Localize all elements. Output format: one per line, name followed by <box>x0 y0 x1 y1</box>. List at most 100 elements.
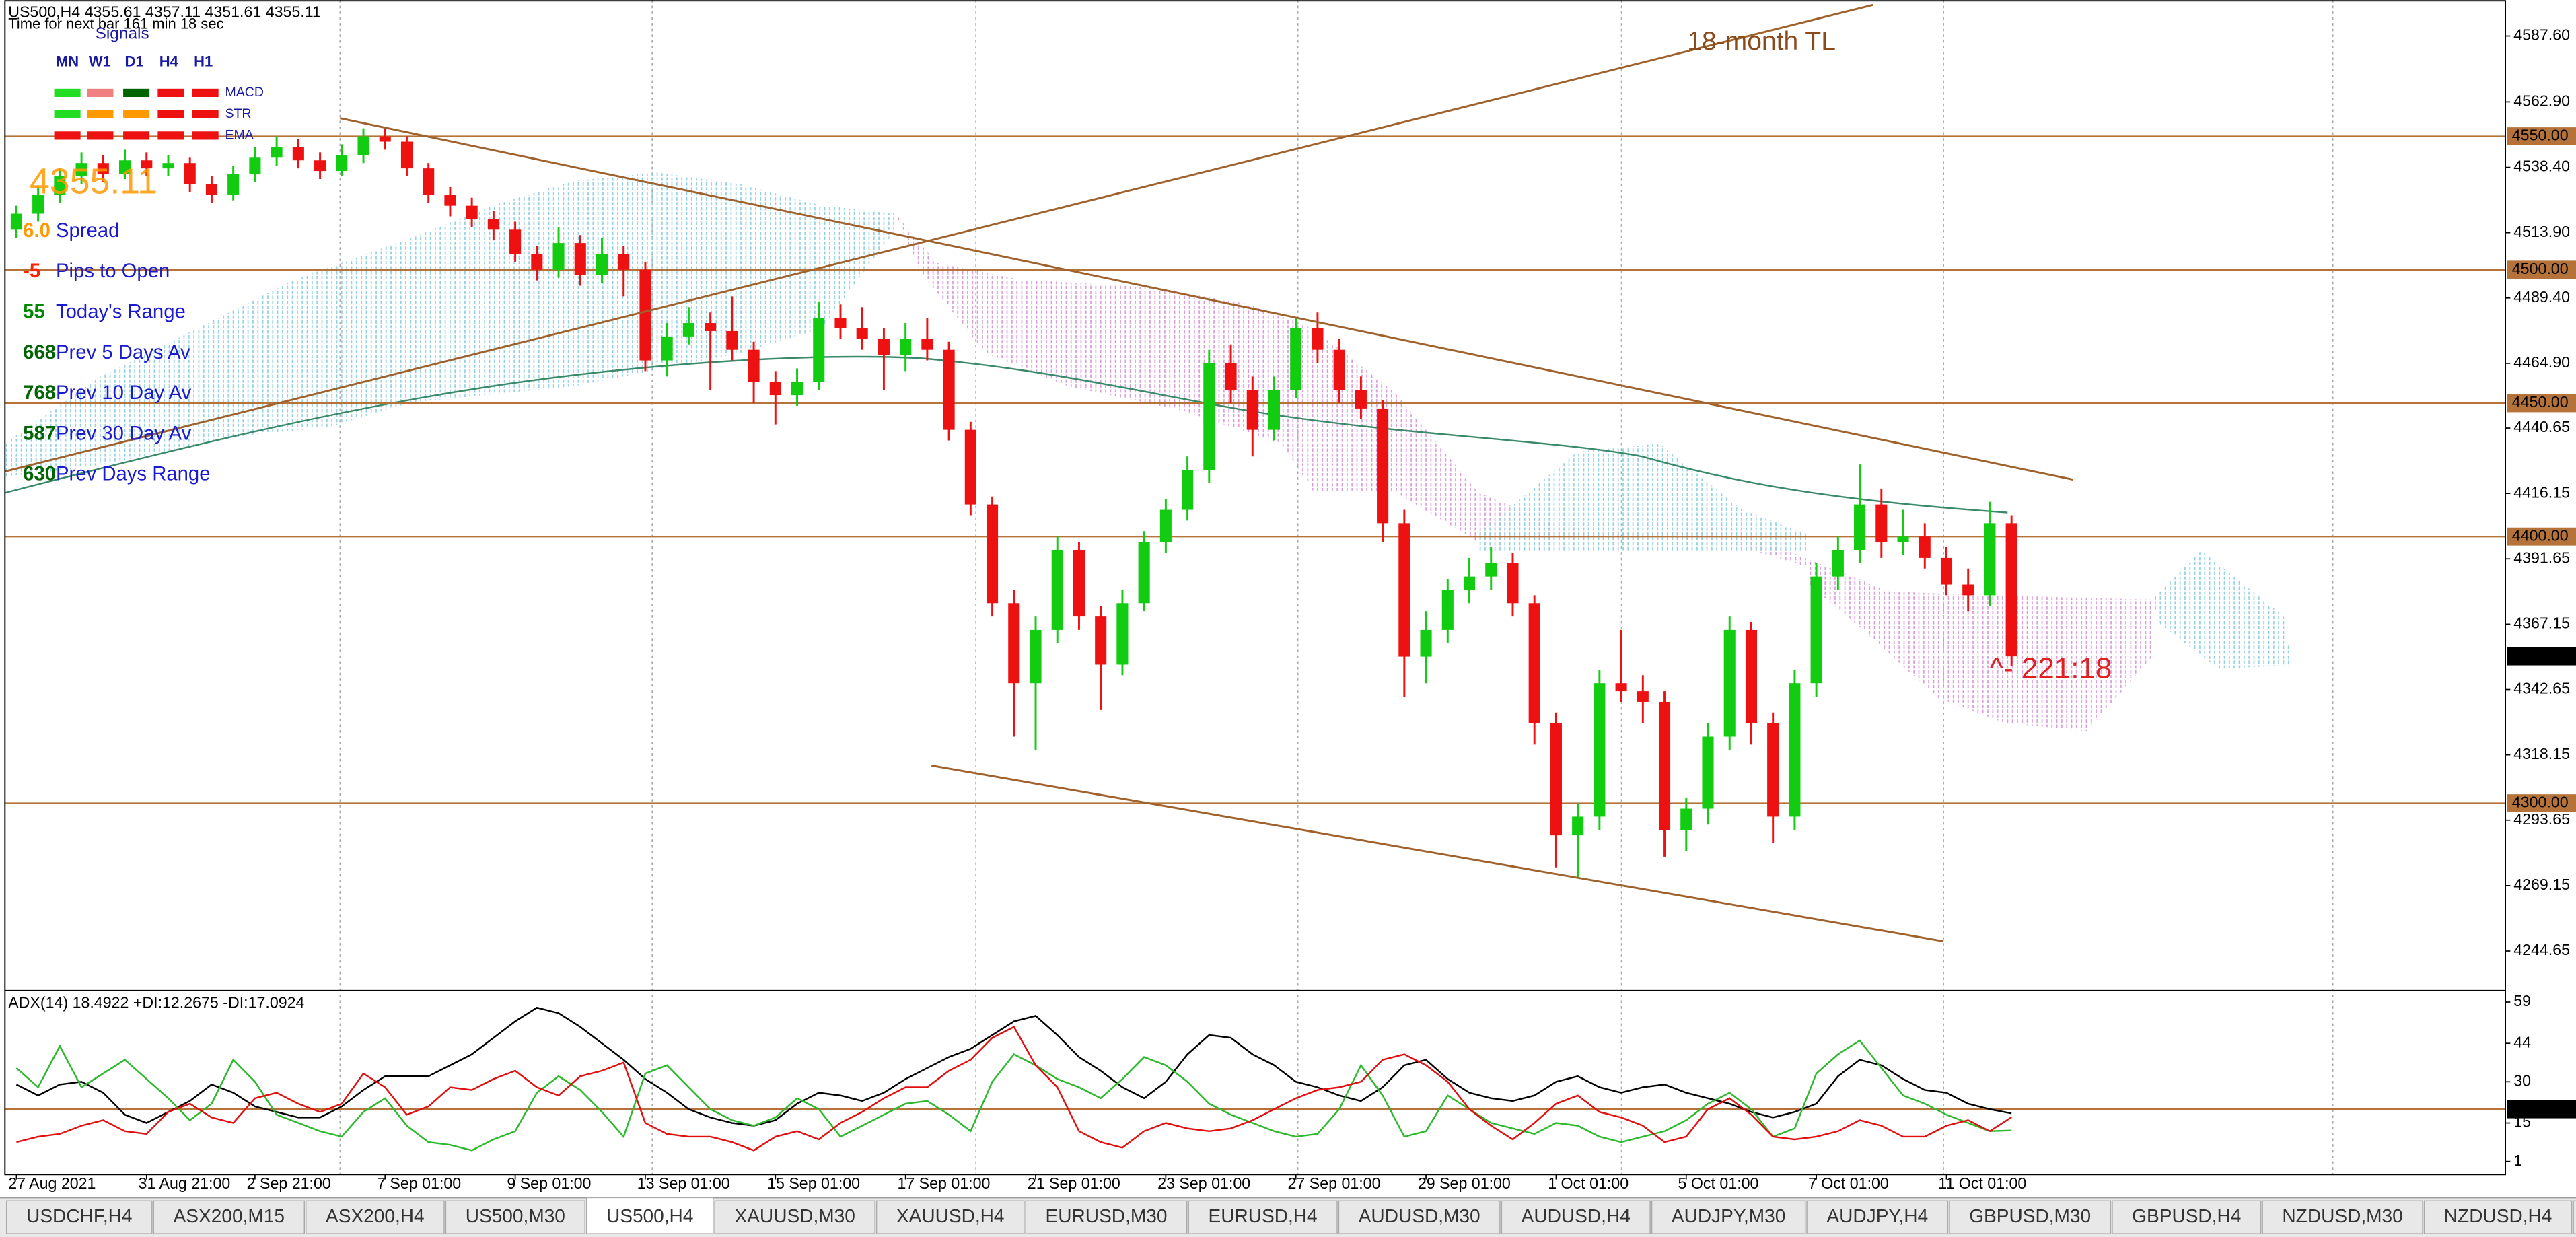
candle-body <box>54 176 66 195</box>
tab[interactable] <box>1806 1200 1949 1234</box>
tab-label[interactable]: NZDUSD,H4 <box>2444 1205 2552 1226</box>
tab[interactable] <box>875 1200 1025 1234</box>
info-value: 768 <box>23 382 56 404</box>
indicator-line <box>15 1006 2012 1127</box>
candle-body <box>444 195 456 206</box>
tab-label[interactable]: AUDUSD,M30 <box>1359 1205 1480 1226</box>
tab-label[interactable]: AUDJPY,H4 <box>1826 1205 1928 1226</box>
x-tick-label: 27 Sep 01:00 <box>1288 1174 1381 1192</box>
candle-body <box>1875 504 1888 542</box>
tab-label[interactable]: NZDUSD,M30 <box>2282 1205 2402 1226</box>
candle-body <box>509 229 522 254</box>
candle-body <box>1203 363 1215 470</box>
tab[interactable] <box>445 1200 585 1234</box>
x-tick-label: 7 Oct 01:00 <box>1808 1174 1889 1192</box>
candle-body <box>596 253 608 275</box>
tab-label[interactable]: US500,M30 <box>466 1205 565 1226</box>
info-label: Spread <box>56 219 119 242</box>
tab-label[interactable]: ASX200,M15 <box>174 1205 285 1226</box>
signal-cell <box>192 88 219 98</box>
indicator-line <box>15 1039 2012 1152</box>
tabs: USDCHF,H4 ASX200,M15 ASX200,H4 US500,M30 US5… <box>6 1197 2576 1234</box>
tab[interactable] <box>2262 1200 2423 1234</box>
x-tick-label: 21 Sep 01:00 <box>1028 1174 1120 1192</box>
level-label: 4500.00 <box>2512 260 2569 277</box>
y-tick-label: 4587.60 <box>2513 26 2570 44</box>
tab-label[interactable]: ASX200,H4 <box>326 1205 425 1226</box>
x-tick-label: 11 Oct 01:00 <box>1938 1174 2026 1192</box>
tab[interactable] <box>6 1200 153 1234</box>
tab-label[interactable]: AUDJPY,M30 <box>1672 1205 1785 1226</box>
candle-body <box>1723 629 1736 737</box>
candle-body <box>379 136 391 142</box>
tab-label[interactable]: EURUSD,H4 <box>1208 1205 1317 1226</box>
x-tick-label: 15 Sep 01:00 <box>767 1174 860 1192</box>
signal-cell <box>123 88 150 98</box>
tab[interactable] <box>2573 1200 2576 1234</box>
tab[interactable] <box>153 1200 306 1234</box>
candle-body <box>32 195 44 214</box>
level-box <box>2507 127 2576 145</box>
x-tick-label: 9 Sep 01:00 <box>507 1174 591 1192</box>
tab-label[interactable]: XAUUSD,H4 <box>896 1205 1005 1226</box>
symbol-header: US500,H4 4355.61 4357.11 4351.61 4355.11 <box>8 3 321 21</box>
y-tick-label: 4269.15 <box>2513 876 2570 893</box>
candle-body <box>1355 390 1367 409</box>
tab-label[interactable]: GBPUSD,H4 <box>2132 1205 2241 1226</box>
tab[interactable] <box>305 1200 445 1234</box>
candle-body <box>791 382 803 396</box>
tab[interactable] <box>2112 1200 2262 1234</box>
tab[interactable] <box>2423 1200 2573 1234</box>
tab-label[interactable]: EURUSD,M30 <box>1046 1205 1168 1226</box>
adx-pane <box>5 1006 2506 1152</box>
x-tick-label: 2 Sep 21:00 <box>247 1174 331 1192</box>
candle-body <box>227 174 240 195</box>
candle-body <box>1182 470 1194 510</box>
candle-body <box>661 336 673 361</box>
big-price: 4355.11 <box>30 162 157 202</box>
tab[interactable] <box>585 1197 714 1234</box>
tab[interactable] <box>1501 1200 1651 1234</box>
candle-body <box>682 323 694 337</box>
candle-body <box>834 318 847 328</box>
candle-body <box>1312 328 1324 350</box>
y-tick-label: 4464.90 <box>2513 353 2570 371</box>
candle-body <box>1528 603 1540 723</box>
tab-label[interactable]: GBPUSD,M30 <box>1969 1205 2091 1226</box>
level-box <box>2507 527 2576 546</box>
tab[interactable] <box>1188 1200 1338 1234</box>
candle-body <box>1420 629 1432 657</box>
candle-body <box>748 349 760 382</box>
level-box <box>2507 794 2576 813</box>
tab[interactable] <box>1651 1200 1806 1234</box>
candle-body <box>705 323 717 331</box>
candle-body <box>1463 576 1476 590</box>
signal-cell <box>87 88 114 98</box>
tab[interactable] <box>1338 1200 1501 1234</box>
candle-body <box>1594 683 1606 817</box>
signal-cell <box>123 110 150 118</box>
signal-cell <box>192 110 219 118</box>
tab[interactable] <box>1949 1200 2112 1234</box>
candle-body <box>357 136 369 155</box>
tab-label[interactable]: XAUUSD,M30 <box>734 1205 855 1226</box>
tab-label[interactable]: AUDUSD,H4 <box>1522 1205 1631 1226</box>
y-tick-label: 4244.65 <box>2513 941 2570 958</box>
candle-body <box>10 213 22 230</box>
candle-body <box>1680 808 1692 830</box>
info-value: -5 <box>23 260 40 282</box>
y-tick-label: 4367.15 <box>2513 614 2570 632</box>
signal-cell <box>54 110 81 118</box>
candle-body <box>1745 629 1757 723</box>
signal-period: H1 <box>194 53 213 70</box>
tab[interactable] <box>714 1200 875 1234</box>
trendline <box>931 765 1944 943</box>
trendlines <box>4 3 2074 943</box>
tab-label[interactable]: USDCHF,H4 <box>26 1205 132 1226</box>
tab[interactable] <box>1025 1200 1188 1234</box>
tab-label[interactable]: US500,H4 <box>606 1205 693 1226</box>
candle-body <box>141 160 153 169</box>
candle-body <box>97 163 109 174</box>
info-label: Today's Range <box>56 300 186 322</box>
